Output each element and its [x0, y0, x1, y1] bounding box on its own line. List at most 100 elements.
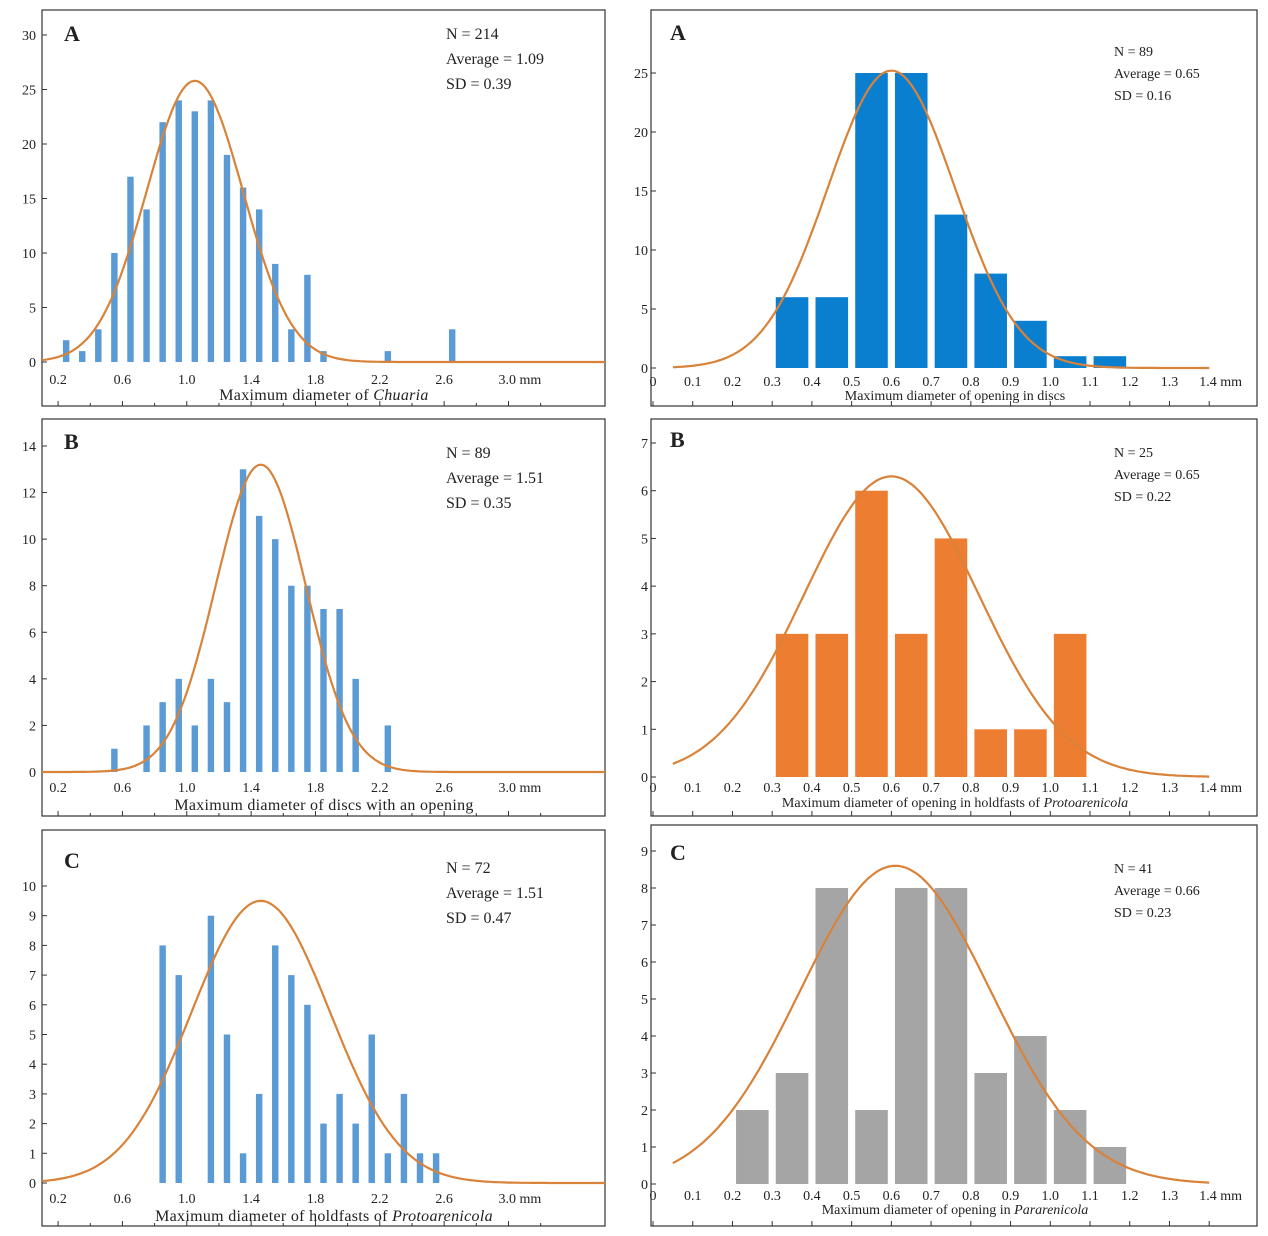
x-tick-label: 0.9 — [1002, 1189, 1020, 1204]
normal-fit-curve — [672, 69, 1210, 370]
histogram-bar — [934, 888, 968, 1184]
x-tick-label: 1.3 — [1161, 375, 1179, 390]
x-tick-label: 1.2 — [1121, 781, 1139, 796]
plot-frame — [41, 829, 606, 1227]
x-axis-label-text: Maximum diameter of — [219, 387, 373, 404]
x-tick-label: 0.4 — [803, 1189, 821, 1204]
panel-letter: B — [64, 429, 79, 454]
y-tick-label: 10 — [22, 533, 36, 548]
y-tick-label: 4 — [29, 1058, 36, 1073]
y-tick-label: 15 — [634, 185, 648, 200]
histogram-bar — [175, 678, 182, 772]
stats-line: N = 41 — [1114, 862, 1153, 877]
y-tick-label: 8 — [641, 882, 648, 897]
histogram-bar — [320, 351, 327, 362]
x-tick-label: 1.0 — [1042, 1189, 1060, 1204]
x-axis-label: Maximum diameter of opening in Pararenic… — [822, 1203, 1089, 1218]
stats-line: Average = 0.66 — [1114, 884, 1200, 899]
y-tick-label: 30 — [22, 29, 36, 44]
histogram-bar — [191, 111, 199, 362]
x-tick-label: 1.0 — [178, 781, 196, 796]
y-tick-label: 5 — [641, 993, 648, 1008]
histogram-bar — [815, 633, 849, 777]
y-tick-label: 2 — [641, 1104, 648, 1119]
y-tick-label: 20 — [22, 138, 36, 153]
histogram-bar — [223, 154, 231, 362]
histogram-bar — [111, 748, 118, 772]
y-tick-label: 5 — [641, 303, 648, 318]
x-tick-label: 1.0 — [178, 1192, 196, 1207]
y-tick-label: 7 — [29, 969, 36, 984]
x-tick-label: 1.8 — [307, 373, 325, 388]
stats-line: SD = 0.22 — [1114, 490, 1171, 505]
panel-left-b: 0 2 4 6 8 10 12 14 0.2 0.6 1.0 1.4 1.8 2.2 2.6 3.0 mm B N… — [22, 418, 606, 817]
stats-line: SD = 0.23 — [1114, 906, 1171, 921]
histogram-bar — [775, 297, 809, 368]
histogram-bar — [255, 515, 263, 772]
histogram-bar — [934, 214, 968, 368]
x-tick-label: 0.2 — [49, 373, 67, 388]
y-tick-label: 0 — [641, 1178, 648, 1193]
histogram-bar — [974, 273, 1007, 368]
histogram-bar — [207, 100, 215, 363]
histogram-bar — [159, 945, 166, 1183]
y-tick-label: 3 — [641, 628, 648, 643]
x-tick-label: 0.7 — [922, 1189, 940, 1204]
y-tick-label: 4 — [29, 673, 36, 688]
x-tick-label: 1.1 — [1081, 375, 1099, 390]
stats-line: SD = 0.47 — [446, 910, 511, 927]
x-axis-label-text: Maximum diameter of opening in holdfasts… — [782, 796, 1044, 811]
x-tick-label: 0 — [650, 781, 657, 796]
y-tick-label: 2 — [29, 719, 36, 734]
y-tick-label: 10 — [634, 244, 648, 259]
histogram-bar — [352, 678, 359, 772]
x-tick-label: 1.4 — [242, 373, 260, 388]
normal-fit-curve — [672, 475, 1210, 778]
x-tick-label: 0.6 — [114, 1192, 132, 1207]
histogram-bar — [974, 1073, 1007, 1184]
histogram-bar — [272, 263, 279, 362]
y-tick-label: 0 — [29, 1177, 36, 1192]
x-tick-label: 0.1 — [684, 781, 702, 796]
x-tick-label: 0.2 — [49, 1192, 67, 1207]
y-tick-label: 9 — [641, 845, 648, 860]
x-tick-label: 1.3 — [1161, 1189, 1179, 1204]
normal-fit-curve — [41, 899, 605, 1185]
x-tick-label: 0.2 — [49, 781, 67, 796]
stats-line: Average = 1.51 — [446, 470, 544, 487]
x-axis-label: Maximum diameter of holdfasts of Protoar… — [155, 1208, 493, 1225]
x-tick-label: 0.3 — [763, 1189, 781, 1204]
stats-line: Average = 0.65 — [1114, 67, 1200, 82]
x-tick-label: 1.2 — [1121, 1189, 1139, 1204]
histogram-bar — [974, 729, 1007, 777]
histogram-bar — [1014, 1036, 1047, 1184]
histogram-bar — [815, 297, 849, 368]
stats-line: Average = 1.09 — [446, 51, 544, 68]
x-axis-label: Maximum diameter of Chuaria — [219, 387, 428, 404]
x-tick-label: 2.6 — [435, 781, 453, 796]
plot-frame — [41, 418, 606, 817]
y-tick-label: 3 — [641, 1067, 648, 1082]
histogram-bar — [127, 176, 134, 362]
x-tick-label: 0.1 — [684, 375, 702, 390]
x-tick-label: 0.6 — [883, 1189, 901, 1204]
histogram-bar — [143, 209, 150, 362]
y-tick-label: 7 — [641, 919, 648, 934]
stats-line: SD = 0.35 — [446, 495, 511, 512]
x-tick-label: 1.1 — [1081, 1189, 1099, 1204]
y-tick-label: 0 — [641, 771, 648, 786]
normal-fit-curve — [42, 463, 605, 774]
panel-left-a: 0 5 10 15 20 25 30 0.2 0.6 1.0 1.4 1.8 2.2 2.6 3.0 mm A… — [22, 9, 606, 407]
normal-fit-curve — [41, 79, 605, 364]
x-tick-label: 1.0 — [1042, 781, 1060, 796]
x-axis-label-text: Maximum diameter of discs with an openin… — [174, 797, 473, 814]
x-axis-label-text: Maximum diameter of holdfasts of — [155, 1208, 392, 1225]
plot-frame — [650, 9, 1258, 407]
stats-line: SD = 0.16 — [1114, 89, 1171, 104]
y-tick-label: 5 — [29, 1029, 36, 1044]
x-tick-label: 0.4 — [803, 375, 821, 390]
x-tick-label: 1.4 mm — [1199, 781, 1242, 796]
histogram-bar — [255, 209, 263, 362]
x-tick-label: 0.1 — [684, 1189, 702, 1204]
